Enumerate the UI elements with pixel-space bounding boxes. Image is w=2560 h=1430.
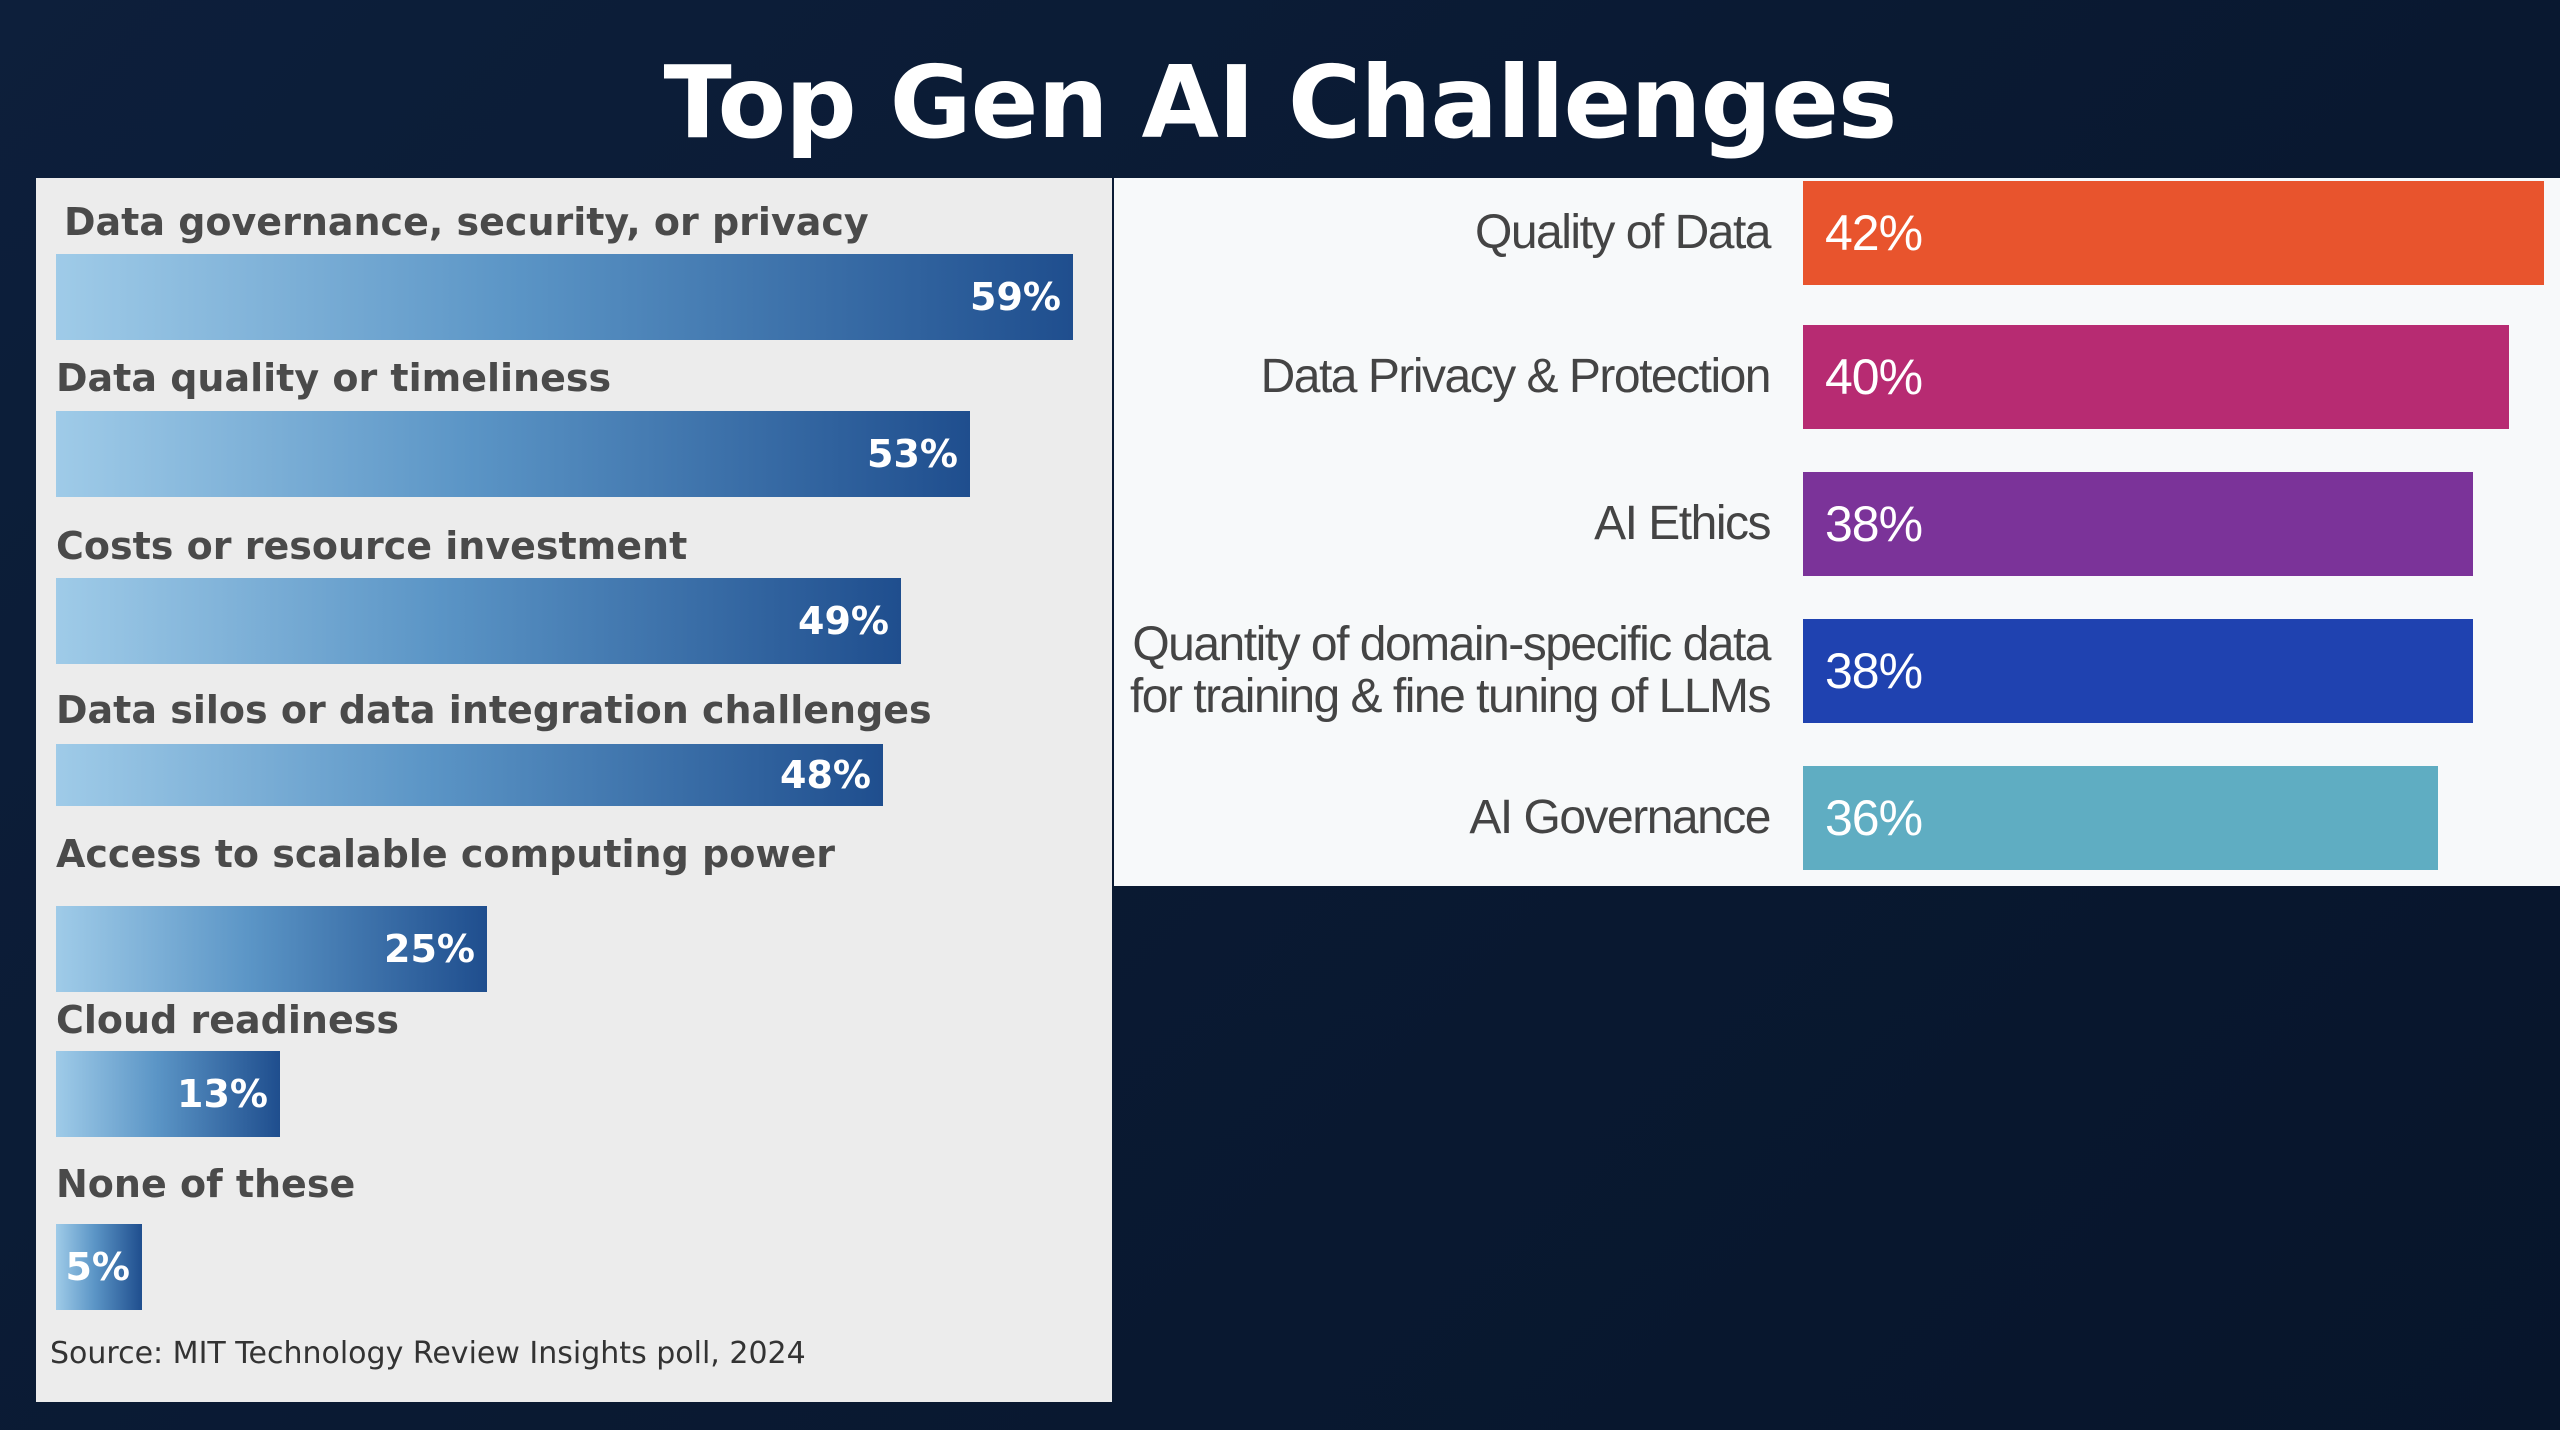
category-label-data-privacy-protection: Data Privacy & Protection [1260, 350, 1772, 403]
bar-data-governance-security-or-privacy: 59% [56, 254, 1073, 340]
category-label-quantity-of-domain-specific-data-for-training-fine-tuning-of-llms: Quantity of domain-specific data for trai… [1129, 618, 1772, 723]
value-label-cloud-readiness: 13% [177, 1072, 268, 1116]
value-label-data-governance-security-or-privacy: 59% [970, 275, 1061, 319]
category-label-quality-of-data: Quality of Data [1475, 206, 1771, 259]
bar-none-of-these: 5% [56, 1224, 142, 1310]
category-label-none-of-these: None of these [56, 1162, 356, 1206]
value-label-access-to-scalable-computing-power: 25% [384, 927, 475, 971]
value-label-data-privacy-protection: 40% [1825, 349, 1923, 405]
category-label-line: for training & fine tuning of LLMs [1129, 670, 1772, 723]
category-label-data-governance-security-or-privacy: Data governance, security, or privacy [64, 200, 869, 244]
bar-cloud-readiness: 13% [56, 1051, 280, 1137]
source-note: Source: MIT Technology Review Insights p… [50, 1336, 806, 1371]
value-label-data-silos-or-data-integration-challenges: 48% [780, 753, 871, 797]
bar-access-to-scalable-computing-power: 25% [56, 906, 487, 992]
value-label-costs-or-resource-investment: 49% [798, 599, 889, 643]
category-label-line: Quality of Data [1475, 206, 1771, 259]
category-label-ai-ethics: AI Ethics [1594, 497, 1771, 550]
value-label-data-quality-or-timeliness: 53% [867, 432, 958, 476]
value-label-quantity-of-domain-specific-data-for-training-fine-tuning-of-llms: 38% [1825, 643, 1923, 699]
category-label-line: Quantity of domain-specific data [1132, 618, 1771, 671]
bar-costs-or-resource-investment: 49% [56, 578, 901, 664]
bar-quality-of-data: 42% [1803, 181, 2544, 285]
category-label-costs-or-resource-investment: Costs or resource investment [56, 524, 688, 568]
value-label-quality-of-data: 42% [1825, 205, 1923, 261]
category-label-data-silos-or-data-integration-challenges: Data silos or data integration challenge… [56, 688, 932, 732]
category-label-access-to-scalable-computing-power: Access to scalable computing power [56, 832, 835, 876]
category-label-data-quality-or-timeliness: Data quality or timeliness [56, 356, 612, 400]
category-label-line: AI Governance [1469, 791, 1771, 844]
bar-data-silos-or-data-integration-challenges: 48% [56, 744, 883, 806]
value-label-ai-ethics: 38% [1825, 496, 1923, 552]
value-label-none-of-these: 5% [65, 1245, 130, 1289]
value-label-ai-governance: 36% [1825, 790, 1923, 846]
bar-data-quality-or-timeliness: 53% [56, 411, 970, 497]
category-label-line: AI Ethics [1594, 497, 1771, 550]
bar-quantity-of-domain-specific-data-for-training-fine-tuning-of-llms: 38% [1803, 619, 2473, 723]
category-label-cloud-readiness: Cloud readiness [56, 998, 399, 1042]
bar-data-privacy-protection: 40% [1803, 325, 2509, 429]
right-chart-panel: Quality of Data 42% Data Privacy & Protect… [1114, 178, 2560, 886]
left-chart-panel: Data governance, security, or privacy 59%… [36, 178, 1112, 1402]
bar-ai-governance: 36% [1803, 766, 2438, 870]
slide-title: Top Gen AI Challenges [663, 44, 1898, 161]
category-label-line: Data Privacy & Protection [1260, 350, 1772, 403]
bar-ai-ethics: 38% [1803, 472, 2473, 576]
category-label-ai-governance: AI Governance [1469, 791, 1771, 844]
